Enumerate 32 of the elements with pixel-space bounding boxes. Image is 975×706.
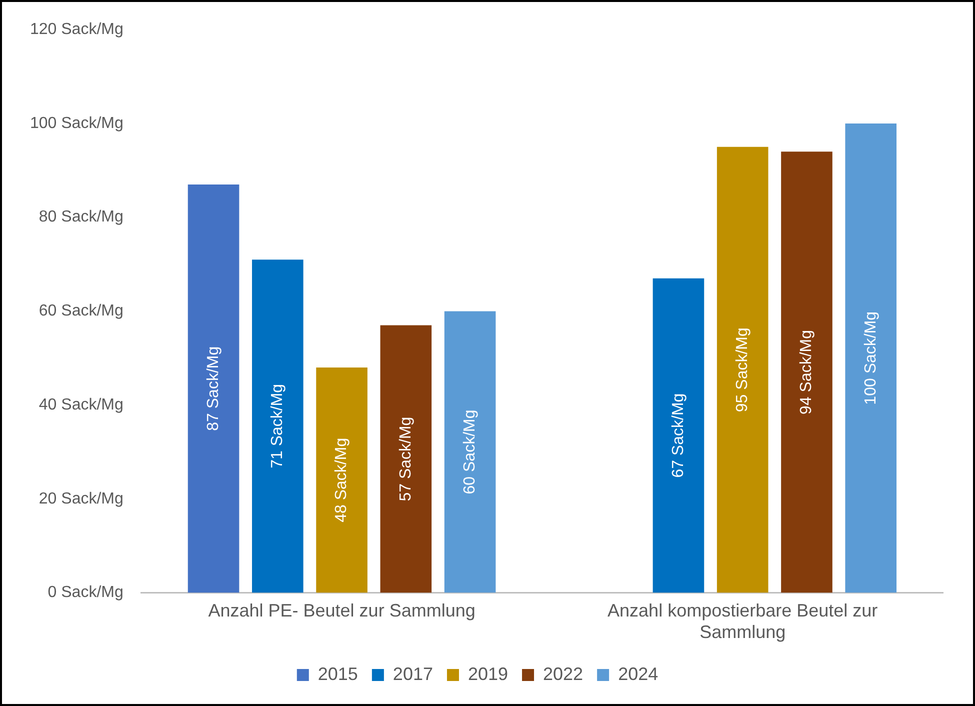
- bar: [188, 184, 240, 593]
- x-tick-label: Anzahl PE- Beutel zur Sammlung: [208, 600, 476, 621]
- data-label: 60 Sack/Mg: [461, 410, 478, 494]
- data-label: 57 Sack/Mg: [397, 416, 414, 502]
- bar: [252, 260, 304, 593]
- bar: [444, 311, 496, 593]
- data-label: 100 Sack/Mg: [862, 311, 880, 405]
- data-label: 87 Sack/Mg: [204, 346, 222, 431]
- bar: [316, 368, 368, 593]
- legend-label: 2015: [318, 664, 358, 684]
- x-tick-label: Anzahl kompostierbare Beutel zur Sammlung: [608, 600, 878, 642]
- legend-label: 2017: [392, 664, 433, 684]
- y-tick-label: 80 Sack/Mg: [38, 208, 124, 226]
- bar: [845, 123, 897, 593]
- y-tick-label: 120 Sack/Mg: [30, 21, 124, 38]
- legend-label: 2024: [618, 664, 658, 684]
- y-tick-label: 100 Sack/Mg: [30, 114, 124, 132]
- data-label: 94 Sack/Mg: [798, 330, 816, 414]
- legend-label: 2019: [468, 664, 508, 684]
- bar: [781, 152, 832, 593]
- bar: [380, 325, 432, 593]
- y-tick-label: 60 Sack/Mg: [38, 302, 124, 320]
- bar: [716, 146, 768, 593]
- y-tick-label: 20 Sack/Mg: [38, 490, 124, 508]
- legend-label: 2022: [543, 664, 584, 684]
- data-label: 67 Sack/Mg: [670, 393, 687, 478]
- y-tick-label: 0 Sack/Mg: [48, 584, 124, 602]
- bar: [652, 278, 704, 593]
- y-tick-label: 40 Sack/Mg: [38, 396, 124, 414]
- data-label: 71 Sack/Mg: [269, 384, 286, 468]
- data-label: 95 Sack/Mg: [734, 328, 751, 412]
- data-label: 48 Sack/Mg: [333, 438, 350, 522]
